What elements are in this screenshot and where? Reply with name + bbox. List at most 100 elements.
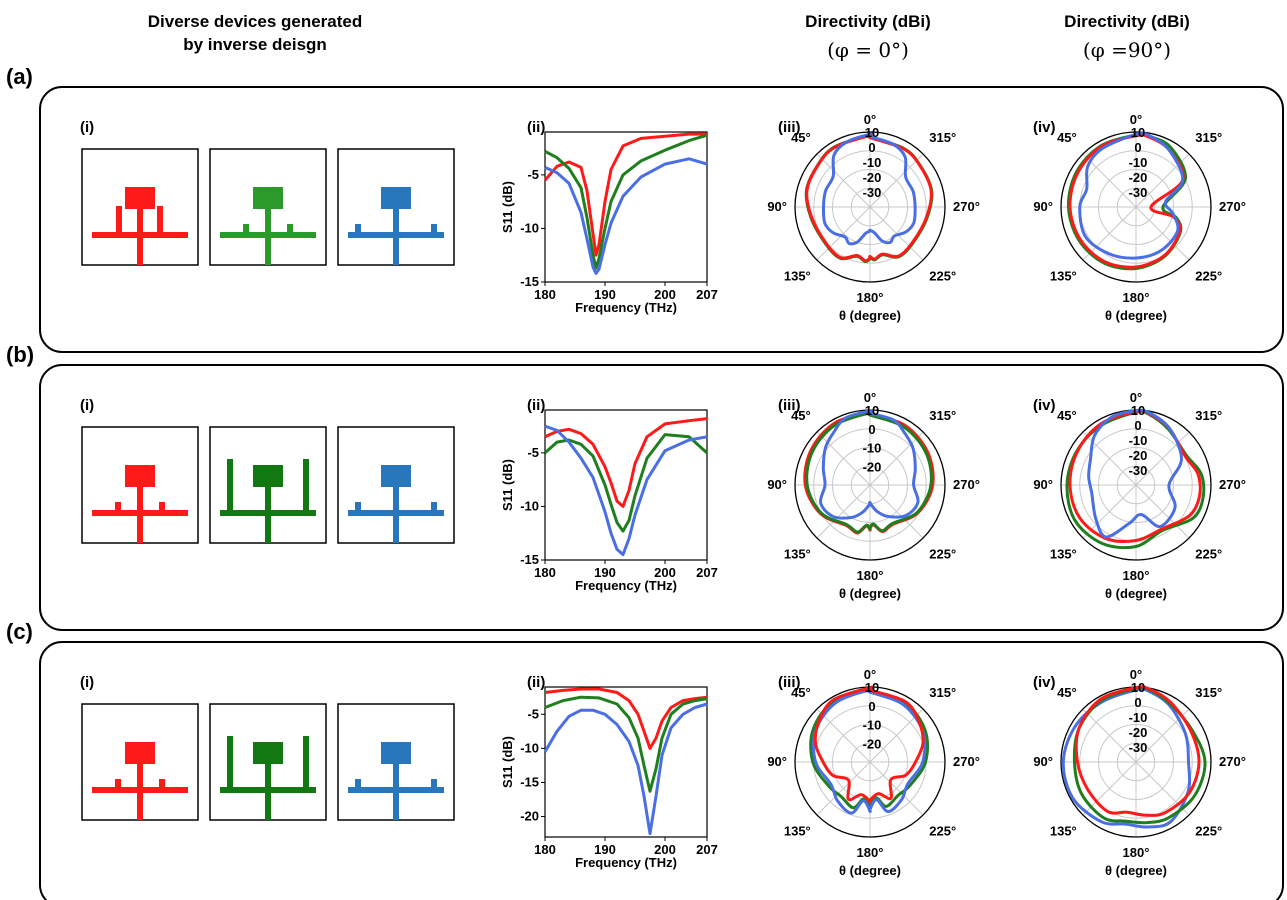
polar-angle-label: 225°	[1195, 546, 1222, 561]
polar-angle-label: 0°	[1130, 667, 1142, 682]
s11-xtick-label: 200	[654, 287, 676, 302]
polar-rtick-label: -10	[1129, 433, 1148, 448]
device-2	[337, 148, 455, 266]
polar-rtick-label: -20	[863, 736, 882, 751]
device-crossbar	[92, 232, 188, 238]
header-col4-line2: (φ =90°)	[1083, 38, 1171, 62]
polar-rtick-label: -30	[1129, 740, 1148, 755]
polar-angle-label: 45°	[1057, 130, 1077, 145]
polar-angle-label: 225°	[929, 823, 956, 838]
polar-angle-label: 90°	[767, 199, 787, 214]
polar-rtick-label: 0	[1134, 140, 1141, 155]
polar-angle-label: 45°	[791, 130, 811, 145]
device-arm	[227, 736, 233, 787]
s11-xlabel: Frequency (THz)	[575, 855, 677, 870]
s11-xtick-label: 190	[594, 842, 616, 857]
polar-phi0: 10 0 -10 -20 0° 315° 270° 225° 180° 135° 90° 45° θ (…	[767, 390, 980, 601]
device-arm	[227, 459, 233, 510]
polar-angle-label: 315°	[929, 685, 956, 700]
s11-series-blue	[544, 424, 708, 557]
polar-rtick-label: 10	[1131, 125, 1145, 140]
polar-grid-spoke	[1082, 708, 1137, 763]
device-2	[337, 426, 455, 544]
panel-label-ii: (ii)	[527, 397, 545, 414]
polar-rtick-label: -20	[1129, 448, 1148, 463]
polar-angle-label: 135°	[1050, 546, 1077, 561]
panel-label-ii: (ii)	[527, 674, 545, 691]
polar-phi0: 10 0 -10 -20 0° 315° 270° 225° 180° 135° 90° 45° θ (…	[767, 667, 980, 878]
device-arm	[115, 779, 121, 787]
panel-label-iii: (iii)	[778, 674, 801, 691]
polar-angle-label: 45°	[1057, 685, 1077, 700]
polar-angle-label: 270°	[953, 477, 980, 492]
header-col1-line2: by inverse deisgn	[183, 35, 327, 54]
device-crossbar	[348, 232, 444, 238]
s11-xtick-label: 200	[654, 565, 676, 580]
s11-chart: 180 190 200 207 -5 -10 -15 -20 Frequency (THz) S1…	[500, 686, 718, 870]
device-arm	[287, 224, 293, 232]
device-0	[81, 148, 199, 266]
polar-xlabel: θ (degree)	[1105, 586, 1167, 601]
polar-angle-label: 225°	[1195, 268, 1222, 283]
device-arm	[431, 502, 437, 510]
polar-angle-label: 225°	[929, 546, 956, 561]
s11-plot-frame	[544, 686, 708, 838]
row-frame	[39, 364, 1284, 631]
header-col3-line1: Directivity (dBi)	[805, 12, 931, 31]
row-label: (c)	[6, 619, 33, 644]
s11-xlabel: Frequency (THz)	[575, 578, 677, 593]
s11-ytick-label: -15	[520, 274, 539, 289]
device-arm	[159, 779, 165, 787]
s11-ytick-label: -15	[520, 552, 539, 567]
polar-rtick-label: 0	[1134, 418, 1141, 433]
polar-series-green	[809, 685, 930, 810]
device-patch	[125, 187, 155, 209]
row-0: (a) (i) (ii) (iii) (iv) 180 190 200 207 -5 -10 -15 F…	[6, 64, 1284, 353]
polar-grid-spoke	[1135, 206, 1190, 261]
s11-series-red	[543, 132, 707, 257]
s11-series-blue	[544, 157, 708, 275]
s11-xtick-label: 190	[594, 565, 616, 580]
polar-grid-spoke	[816, 153, 871, 208]
device-patch	[381, 465, 411, 487]
polar-rtick-label: -20	[1129, 725, 1148, 740]
polar-rtick-label: -10	[863, 718, 882, 733]
polar-angle-label: 0°	[864, 390, 876, 405]
s11-xtick-label: 207	[696, 842, 718, 857]
polar-rtick-label: -30	[1129, 463, 1148, 478]
polar-angle-label: 135°	[784, 823, 811, 838]
panel-label-i: (i)	[80, 397, 94, 414]
device-arm	[115, 502, 121, 510]
polar-angle-label: 180°	[857, 845, 884, 860]
s11-xtick-label: 200	[654, 842, 676, 857]
polar-angle-label: 90°	[1033, 477, 1053, 492]
polar-series-blue	[1061, 687, 1192, 829]
polar-phi0: 100-10-20-30 0° 315° 270° 225° 180° 135° 90° 45°…	[767, 112, 980, 323]
s11-series-blue	[543, 702, 708, 836]
device-patch	[253, 187, 283, 209]
s11-ylabel: S11 (dB)	[500, 459, 515, 511]
device-arm	[243, 224, 249, 232]
panel-label-iii: (iii)	[778, 397, 801, 414]
polar-angle-label: 45°	[791, 408, 811, 423]
polar-rtick-label: 10	[865, 403, 879, 418]
polar-series-red	[1074, 685, 1201, 817]
polar-angle-label: 90°	[1033, 754, 1053, 769]
device-patch	[253, 742, 283, 764]
s11-ylabel: S11 (dB)	[500, 181, 515, 233]
row-frame	[39, 641, 1284, 900]
device-1	[209, 426, 327, 544]
polar-series-blue	[821, 132, 917, 246]
row-2: (c) (i) (ii) (iii) (iv) 180 190 200 207 -5 -10 -15 -…	[6, 619, 1284, 900]
polar-rtick-label: -10	[863, 155, 882, 170]
polar-xlabel: θ (degree)	[839, 586, 901, 601]
polar-angle-label: 270°	[1219, 199, 1246, 214]
polar-series-blue	[1087, 408, 1183, 539]
polar-series-red	[805, 133, 933, 263]
polar-angle-label: 315°	[1195, 408, 1222, 423]
device-crossbar	[92, 510, 188, 516]
device-patch	[381, 742, 411, 764]
polar-grid-spoke	[1135, 708, 1190, 763]
s11-xtick-label: 190	[594, 287, 616, 302]
